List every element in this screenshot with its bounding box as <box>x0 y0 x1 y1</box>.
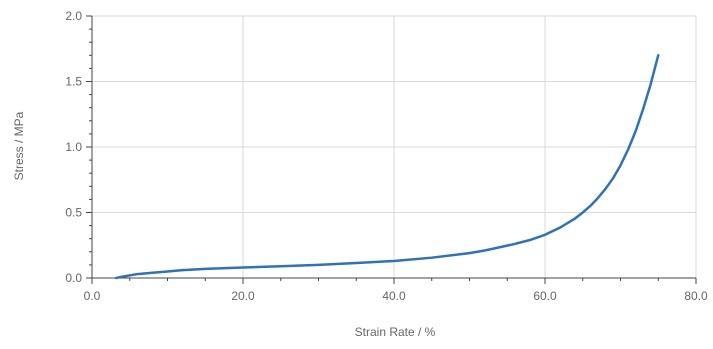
series-layer <box>114 54 660 280</box>
y-tick-label: 0.0 <box>65 271 82 285</box>
grid-layer <box>92 15 697 278</box>
x-tick-label: 40.0 <box>382 289 406 303</box>
x-tick-label: 20.0 <box>231 289 255 303</box>
x-axis-label: Strain Rate / % <box>355 325 436 339</box>
y-tick-label: 1.0 <box>65 140 82 154</box>
y-axis-label: Stress / MPa <box>12 111 26 180</box>
y-tick-label: 1.5 <box>65 75 82 89</box>
y-tick-label: 2.0 <box>65 9 82 23</box>
x-tick-label: 0.0 <box>84 289 101 303</box>
label-layer: Strain Rate / % Stress / MPa <box>12 111 436 339</box>
stress-strain-line <box>114 54 660 280</box>
x-tick-label: 80.0 <box>684 289 708 303</box>
y-tick-label: 0.5 <box>65 206 82 220</box>
x-tick-label: 60.0 <box>533 289 557 303</box>
axis-layer: 0.0 0.5 1.0 1.5 2.0 0.0 20.0 40.0 60.0 80.0 <box>65 9 708 303</box>
